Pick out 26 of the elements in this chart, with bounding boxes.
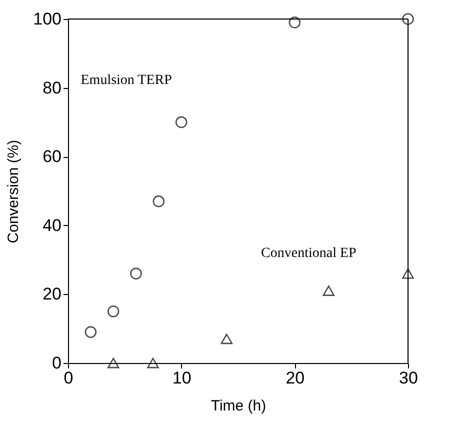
y-tick-label: 60 bbox=[42, 147, 62, 166]
text: Emulsion TERP bbox=[80, 73, 172, 88]
point bbox=[107, 358, 120, 368]
y-tick-label: 80 bbox=[42, 78, 62, 98]
x-tick-label: 10 bbox=[172, 368, 192, 388]
point bbox=[147, 358, 159, 368]
point bbox=[84, 326, 97, 338]
x-tick-label: 30 bbox=[399, 368, 418, 388]
x-tick-label: 0 bbox=[64, 368, 74, 388]
x-tick-label: 20 bbox=[286, 368, 305, 388]
point bbox=[107, 306, 120, 318]
x-axis-title: Time (h) bbox=[210, 398, 266, 414]
point bbox=[402, 268, 414, 279]
y-tick-label: 40 bbox=[42, 216, 62, 235]
point bbox=[288, 16, 301, 28]
point bbox=[152, 195, 165, 208]
y-tick-label: 20 bbox=[42, 284, 62, 304]
point bbox=[130, 268, 142, 280]
y-axis-title: Conversion (%) bbox=[5, 140, 22, 244]
y-tick-label: 0 bbox=[52, 354, 62, 372]
point bbox=[175, 116, 188, 128]
point bbox=[220, 334, 233, 344]
point bbox=[322, 286, 335, 296]
y-tick-label: 100 bbox=[33, 10, 62, 28]
point bbox=[402, 13, 414, 25]
text: Conventional EP bbox=[261, 246, 357, 261]
